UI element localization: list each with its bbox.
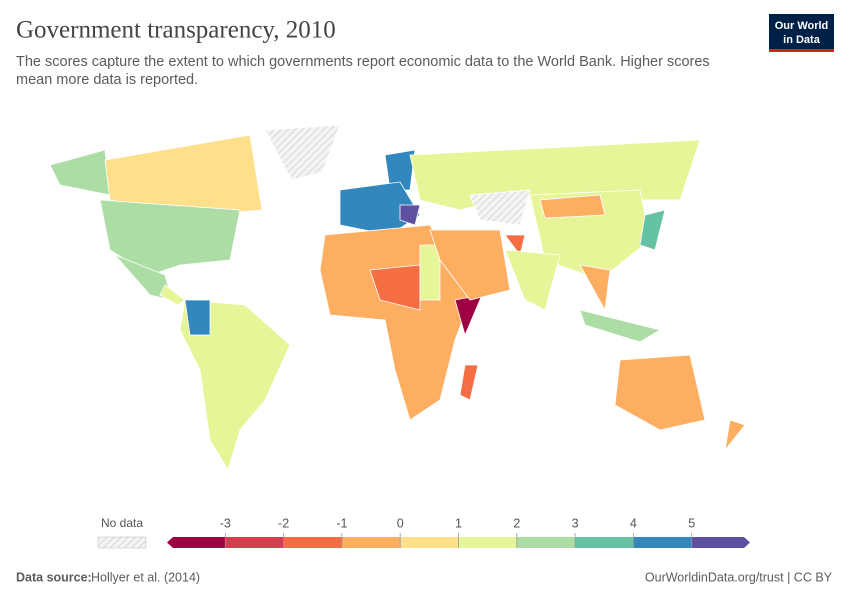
mongolia [539,194,606,219]
central-asia [469,189,531,226]
balkans [399,204,421,226]
legend-tick-label: 3 [572,516,579,530]
logo-text: in Data [783,34,821,46]
legend-bin [633,537,692,548]
legend-bin [458,537,517,548]
afghanistan [504,234,526,256]
legend-bin [341,537,401,548]
legend-bin [167,537,226,548]
legend-bin [516,537,576,548]
sahel [369,264,421,311]
legend-tick-label: 0 [397,516,404,530]
legend-tick-label: -1 [336,516,347,530]
legend-tick-label: 4 [630,516,637,530]
source: Hollyer et al. (2014) [91,570,200,584]
japan [639,209,666,251]
legend-bin [283,537,342,548]
colombia [184,299,211,336]
egypt-sudan [419,244,441,301]
south-america [179,299,291,471]
legend-bin [400,537,459,548]
scandinavia [384,149,416,191]
legend: No data -3 -2 -1 0 1 2 3 4 5 [97,516,750,549]
india [504,249,561,311]
legend-tick-label: 2 [513,516,520,530]
madagascar [459,364,479,401]
southeast-asia [579,264,611,312]
greenland [264,124,341,181]
legend-tick-label: -2 [278,516,289,530]
alaska [49,149,111,196]
subtitle: mean more data is reported. [16,72,198,88]
usa [99,199,241,276]
legend-tick-label: -3 [220,516,231,530]
middle-east [429,229,511,301]
legend-tick-label: 1 [455,516,462,530]
australia [614,354,706,431]
footer-link[interactable]: OurWorldinData.org/trust | CC BY [645,570,833,584]
logo-text: Our World [775,20,829,32]
logo[interactable]: Our World in Data [769,14,834,52]
indonesia [579,309,662,343]
title: Government transparency, 2010 [16,17,336,44]
central-america [159,284,186,306]
no-data-swatch [97,536,147,549]
subtitle: The scores capture the extent to which g… [16,54,710,70]
map [49,124,746,471]
source-label: Data source: [16,570,92,584]
legend-tick-label: 5 [688,516,695,530]
legend-bin [225,537,284,548]
legend-bin [691,537,750,548]
europe [339,181,421,236]
no-data-label: No data [101,516,143,530]
new-zealand [724,419,746,452]
legend-bin [575,537,634,548]
